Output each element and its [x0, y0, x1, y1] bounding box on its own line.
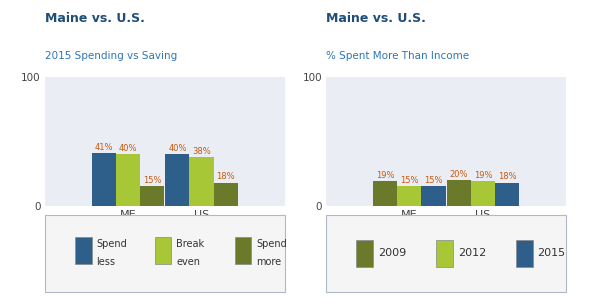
Text: 15%: 15%	[424, 176, 443, 185]
Text: Maine vs. U.S.: Maine vs. U.S.	[326, 12, 426, 25]
Text: 40%: 40%	[119, 144, 137, 153]
Text: 15%: 15%	[143, 176, 161, 185]
Text: 19%: 19%	[474, 171, 492, 180]
Bar	[116, 154, 140, 206]
Text: Spend: Spend	[96, 239, 127, 249]
Text: 19%: 19%	[376, 171, 395, 180]
Text: 38%: 38%	[192, 147, 211, 156]
Text: 18%: 18%	[216, 172, 235, 181]
Text: 18%: 18%	[498, 172, 516, 181]
Bar	[422, 187, 446, 206]
Text: 40%: 40%	[168, 144, 187, 153]
Text: 2009: 2009	[378, 248, 406, 258]
Bar	[397, 187, 422, 206]
Text: even: even	[176, 257, 200, 267]
Bar	[495, 183, 519, 206]
Text: 15%: 15%	[400, 176, 419, 185]
Bar	[140, 187, 164, 206]
Bar	[447, 180, 471, 206]
Text: 20%: 20%	[450, 170, 468, 179]
Text: Spend: Spend	[256, 239, 287, 249]
Bar	[214, 183, 238, 206]
Bar	[165, 154, 189, 206]
Text: Maine vs. U.S.: Maine vs. U.S.	[45, 12, 145, 25]
Text: Break: Break	[176, 239, 204, 249]
Text: 41%: 41%	[95, 143, 113, 152]
Text: % Spent More Than Income: % Spent More Than Income	[326, 51, 470, 61]
Text: 2015 Spending vs Saving: 2015 Spending vs Saving	[45, 51, 177, 61]
Bar	[471, 181, 495, 206]
Bar	[92, 153, 116, 206]
Text: 2015: 2015	[538, 248, 565, 258]
Text: 2012: 2012	[458, 248, 486, 258]
Text: less: less	[96, 257, 116, 267]
Bar	[373, 181, 397, 206]
Text: more: more	[256, 257, 281, 267]
Bar	[189, 157, 214, 206]
